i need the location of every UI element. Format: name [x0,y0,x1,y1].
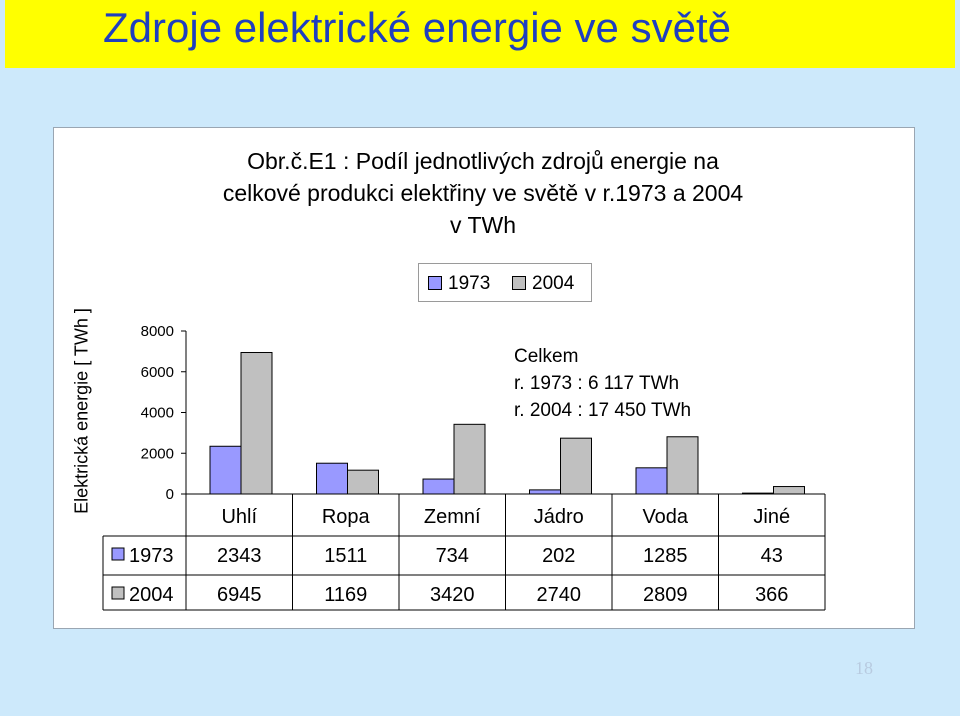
table-value-1973-4: 1285 [643,545,688,567]
table-value-2004-1: 1169 [324,584,367,606]
chart-frame [53,127,915,629]
category-label-0: Uhlí [221,506,257,528]
total-annotation: Celkem r. 1973 : 6 117 TWh r. 2004 : 17 … [514,343,691,424]
slide-title: Zdroje elektrické energie ve světě [103,4,731,51]
bar-2004-1 [347,469,379,495]
legend-item-1973: 1973 [428,273,490,295]
category-label-1: Ropa [322,506,371,528]
legend-swatch-1973 [428,276,442,290]
chart-title-line-3: v TWh [449,212,517,238]
annotation-line-1: Celkem [514,346,579,367]
category-label-5: Jiné [753,506,790,528]
category-label-4: Voda [642,506,688,528]
legend-label-2004: 2004 [532,273,575,294]
chart-legend: 1973 2004 [418,263,592,302]
y-tick-label-3: 6000 [141,364,174,381]
bar-2004-3 [560,437,592,495]
y-tick-label-4: 8000 [141,323,174,340]
chart-title-line-1: Obr.č.E1 : Podíl jednotlivých zdrojů ene… [247,148,719,174]
bar-1973-0 [209,445,242,495]
table-value-2004-2: 3420 [430,584,475,606]
legend-label-1973: 1973 [448,273,491,294]
legend-swatch-2004 [512,276,526,290]
table-value-1973-2: 734 [436,545,469,567]
y-tick-label-1: 2000 [141,445,174,462]
bar-2004-2 [453,423,486,495]
page-number: 18 [855,658,873,678]
table-value-1973-0: 2343 [217,545,262,567]
table-value-2004-3: 2740 [537,584,582,606]
table-value-2004-4: 2809 [643,584,688,606]
table-value-1973-1: 1511 [324,545,367,567]
bar-1973-4 [635,467,668,495]
bar-1973-1 [316,462,348,495]
bar-2004-0 [240,351,273,495]
annotation-line-3: r. 2004 : 17 450 TWh [514,400,692,421]
table-value-2004-0: 6945 [217,584,262,606]
bar-1973-2 [422,478,455,495]
y-tick-label-0: 0 [166,486,174,503]
bar-2004-4 [666,436,699,495]
chart-title: Obr.č.E1 : Podíl jednotlivých zdrojů ene… [53,145,913,241]
category-label-3: Jádro [534,506,584,528]
bar-2004-5 [773,486,805,495]
table-value-2004-5: 366 [755,584,788,606]
chart-title-line-2: celkové produkci elektřiny ve světě v r.… [222,180,744,206]
table-swatch-2004 [111,586,125,600]
legend-item-2004: 2004 [512,273,574,295]
table-series-label-2004: 2004 [129,584,174,606]
annotation-line-2: r. 1973 : 6 117 TWh [514,373,680,394]
title-bar: Zdroje elektrické energie ve světě [5,0,955,68]
bar-1973-3 [529,489,561,495]
table-value-1973-5: 43 [761,545,783,567]
table-series-label-1973: 1973 [129,545,174,567]
table-value-1973-3: 202 [542,545,575,567]
y-tick-label-2: 4000 [141,405,174,422]
category-label-2: Zemní [424,506,481,528]
table-swatch-1973 [111,547,125,561]
